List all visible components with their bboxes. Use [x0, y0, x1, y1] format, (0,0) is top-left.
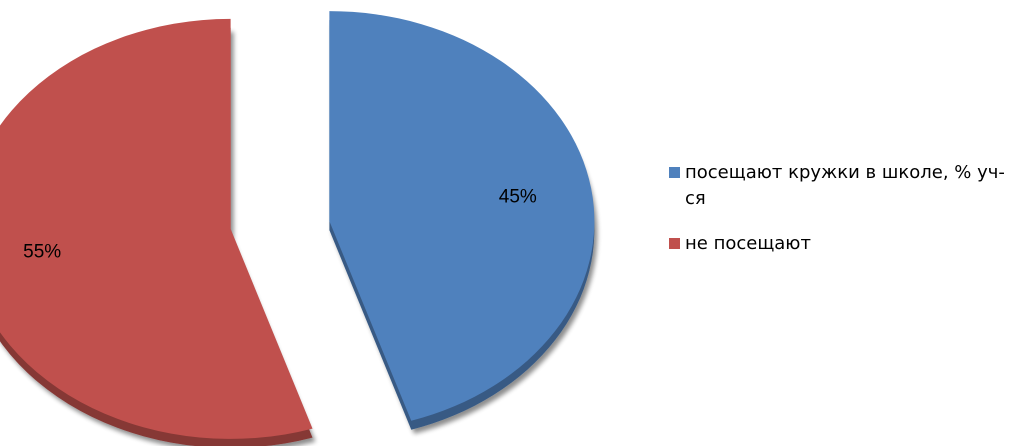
legend-swatch-red [669, 238, 680, 249]
pie-slice-attend [329, 11, 595, 421]
legend-label-attend: посещают кружки в школе, % уч-ся [685, 162, 1005, 209]
data-label-attend: 45% [499, 186, 537, 207]
legend-item-not-attend: не посещают [669, 231, 1029, 257]
legend: посещают кружки в школе, % уч-ся не посе… [669, 160, 1029, 257]
data-label-not-attend: 55% [23, 242, 61, 263]
legend-swatch-blue [669, 167, 680, 178]
legend-label-not-attend: не посещают [685, 233, 811, 254]
legend-item-attend: посещают кружки в школе, % уч-ся [669, 160, 1029, 212]
pie-plot-area: 45% 55% [0, 11, 595, 446]
pie-slice-not-attend [0, 18, 313, 439]
